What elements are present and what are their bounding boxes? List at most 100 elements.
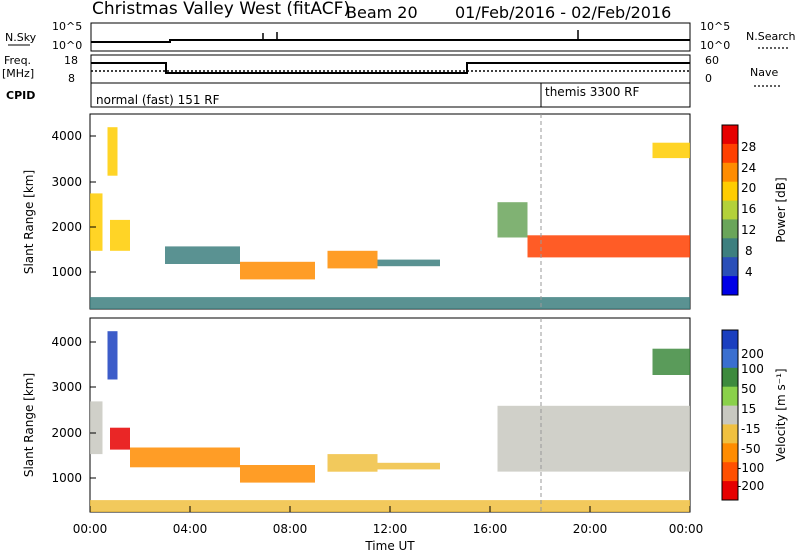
nsky-tick-bottom: 10^0 (52, 39, 82, 52)
cpid-mode-1: normal (fast) 151 RF (96, 93, 220, 107)
colorbar-swatch-2 (722, 367, 738, 388)
power-panel-frame (89, 113, 691, 310)
power-cbar-tick-28: 28 (741, 140, 756, 154)
nsearch-tick-bottom: 10^0 (700, 39, 730, 52)
heatmap-cell-6 (377, 259, 440, 267)
heatmap-cell-6 (377, 462, 440, 470)
nave-label: Nave (750, 66, 778, 79)
heatmap-cell-8 (652, 348, 690, 375)
nave-tick-bottom: 0 (705, 72, 712, 85)
power-cbar-ticks: 28 24 20 16 12 8 4 (741, 140, 756, 279)
heatmap-cell-5 (327, 454, 378, 472)
heatmap-cell-3 (165, 246, 240, 264)
power-cbar-tick-16: 16 (741, 202, 756, 216)
beam-title: Beam 20 (346, 3, 418, 22)
power-cbar-tick-8: 8 (745, 244, 753, 258)
freq-label-2: [MHz] (2, 67, 34, 80)
heatmap-cell-1 (107, 127, 118, 176)
heatmap-cell-8 (527, 235, 690, 258)
colorbar-swatch-5 (722, 219, 738, 239)
vel-cbar-tick-15: 15 (741, 402, 756, 416)
power-cbar-tick-4: 4 (745, 265, 753, 279)
vel-cbar-tick-m100: -100 (737, 461, 764, 475)
nave-tick-top: 60 (705, 54, 719, 67)
heatmap-cell-7 (497, 202, 528, 238)
colorbar-swatch-8 (722, 481, 738, 501)
colorbar-swatch-3 (722, 386, 738, 407)
velocity-cbar-label: Velocity [m s⁻¹] (774, 368, 788, 461)
freq-trace (91, 62, 690, 74)
power-ytick-3000: 3000 (51, 175, 82, 189)
heatmap-cell-4 (240, 261, 315, 280)
cpid-mode-2: themis 3300 RF (545, 85, 639, 99)
colorbar-swatch-7 (722, 462, 738, 482)
freq-tick-top: 18 (64, 54, 78, 67)
cpid-strip (90, 82, 691, 108)
heatmap-cell-2 (110, 427, 130, 450)
xtick-5: 20:00 (573, 522, 608, 536)
xticks: 00:00 04:00 08:00 12:00 16:00 20:00 00:0… (73, 522, 704, 536)
vel-cbar-tick-m15: -15 (741, 422, 761, 436)
colorbar-swatch-1 (722, 143, 738, 164)
power-cbar-label: Power [dB] (774, 177, 788, 242)
power-cbar-tick-12: 12 (741, 223, 756, 237)
colorbar-swatch-0 (722, 125, 738, 145)
vel-cbar-tick-50: 50 (741, 382, 756, 396)
heatmap-cell-1 (107, 331, 118, 380)
colorbar-swatch-4 (722, 200, 738, 220)
xtick-4: 16:00 (473, 522, 508, 536)
heatmap-cell-4 (240, 465, 315, 483)
freq-label-1: Freq. (4, 54, 31, 67)
nsearch-label: N.Search (746, 30, 796, 43)
heatmap-cell-3 (130, 447, 240, 468)
colorbar-swatch-3 (722, 181, 738, 202)
xtick-6: 00:00 (669, 522, 704, 536)
vel-cbar-tick-100: 100 (741, 362, 764, 376)
nsky-strip (90, 22, 691, 52)
colorbar-frame (721, 124, 739, 296)
vel-cbar-tick-200: 200 (741, 347, 764, 361)
power-cbar-tick-24: 24 (741, 161, 756, 175)
velocity-colorbar (721, 329, 739, 501)
xtick-0: 00:00 (73, 522, 108, 536)
velocity-cbar-ticks: 200 100 50 15 -15 -50 -100 -200 (737, 347, 764, 493)
velocity-yticks: 4000 3000 2000 1000 (51, 335, 82, 485)
velocity-ytick-3000: 3000 (51, 380, 82, 394)
xlabel: Time UT (364, 539, 415, 553)
heatmap-cell-7 (497, 405, 690, 472)
heatmap-cell-0 (90, 193, 103, 251)
heatmap-cell-2 (110, 219, 130, 251)
colorbar-swatch-4 (722, 405, 738, 425)
nsky-trace (91, 39, 690, 43)
heatmap-cell-9 (652, 142, 690, 159)
heatmap-cell-10 (90, 297, 690, 309)
xtick-3: 12:00 (373, 522, 408, 536)
freq-strip (90, 54, 691, 84)
xtick-2: 08:00 (273, 522, 308, 536)
velocity-ytick-2000: 2000 (51, 426, 82, 440)
colorbar-swatch-2 (722, 162, 738, 183)
cpid-label: CPID (6, 89, 35, 102)
power-heatmap (90, 127, 690, 309)
heatmap-cell-5 (327, 250, 378, 269)
power-ytick-4000: 4000 (51, 129, 82, 143)
colorbar-frame (721, 329, 739, 501)
nsearch-tick-top: 10^5 (700, 20, 730, 33)
power-ytick-2000: 2000 (51, 220, 82, 234)
power-colorbar (721, 124, 739, 296)
colorbar-swatch-7 (722, 257, 738, 277)
velocity-ytick-4000: 4000 (51, 335, 82, 349)
xtick-1: 04:00 (173, 522, 208, 536)
date-title: 01/Feb/2016 - 02/Feb/2016 (455, 3, 671, 22)
colorbar-swatch-0 (722, 330, 738, 350)
velocity-ytick-1000: 1000 (51, 471, 82, 485)
power-cbar-tick-20: 20 (741, 181, 756, 195)
power-ytick-1000: 1000 (51, 265, 82, 279)
vel-cbar-tick-m50: -50 (741, 442, 761, 456)
nsky-label: N.Sky (5, 31, 37, 44)
power-ylabel: Slant Range [km] (22, 170, 36, 274)
colorbar-swatch-1 (722, 348, 738, 369)
colorbar-swatch-6 (722, 443, 738, 463)
heatmap-cell-0 (90, 401, 103, 455)
